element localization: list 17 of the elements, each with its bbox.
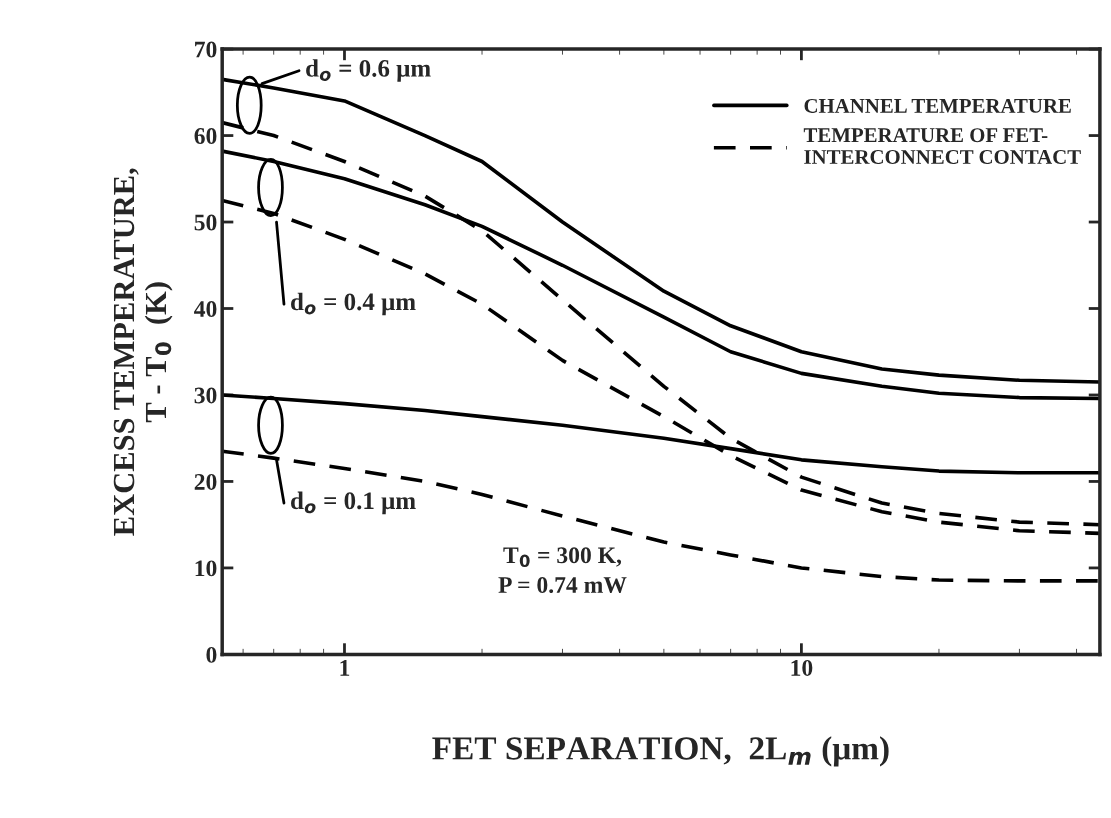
y-tick-label: 70 bbox=[195, 41, 217, 58]
y-axis-title: EXCESS TEMPERATURE, T - T$_{0}$ (K) bbox=[113, 168, 173, 536]
annotation: d$_{o}$ = 0.1 μm bbox=[291, 491, 416, 515]
y-tick-label: 50 bbox=[194, 214, 217, 231]
annotation: T$_{0}$ = 300 K, P = 0.74 mW bbox=[498, 547, 627, 594]
legend-label: TEMPERATURE OF FET- INTERCONNECT CONTACT bbox=[803, 128, 1081, 164]
y-tick-label: 20 bbox=[194, 473, 217, 490]
x-tick-label: 1 bbox=[340, 660, 350, 676]
y-tick-label: 60 bbox=[194, 128, 217, 144]
annotation: d$_{o}$ = 0.6 μm bbox=[306, 59, 431, 82]
y-tick-label: 10 bbox=[195, 560, 217, 577]
y-tick-label: 0 bbox=[206, 646, 217, 663]
y-tick-label: 40 bbox=[194, 300, 217, 317]
legend-label: CHANNEL TEMPERATURE bbox=[804, 98, 1071, 113]
y-tick-label: 30 bbox=[194, 387, 217, 404]
x-axis-title: FET SEPARATION, 2L$_{m}$ (μm) bbox=[432, 736, 889, 767]
annotation: d$_{o}$ = 0.4 μm bbox=[291, 292, 416, 316]
